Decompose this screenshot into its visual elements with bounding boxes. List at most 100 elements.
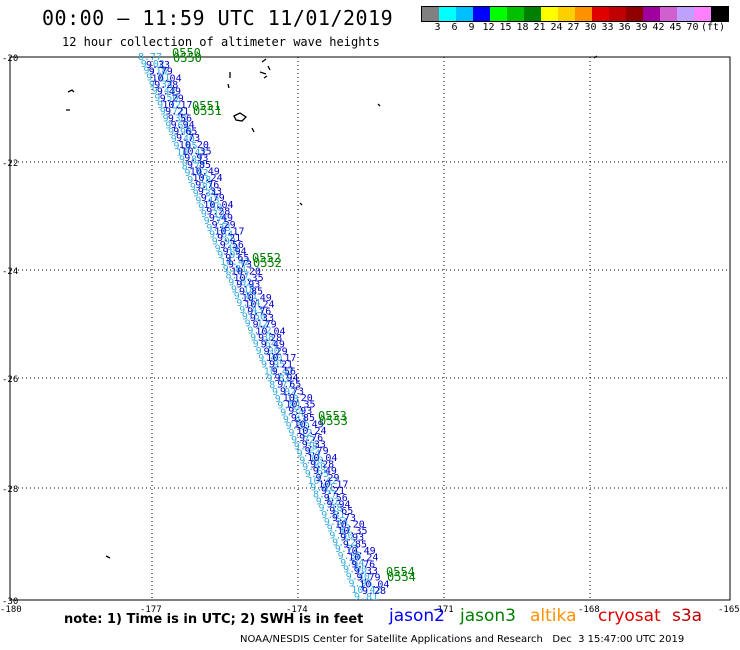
swh-value-label: 9.12 [201, 209, 225, 220]
satellite-cryosat: cryosat [598, 606, 661, 626]
pass-time-label: 0554 [386, 565, 415, 579]
swh-value-label: 9.95 [305, 469, 329, 480]
color-legend [421, 6, 729, 22]
swh-value-label: 9.28 [154, 80, 178, 91]
swh-value-label: 9.28 [310, 460, 334, 471]
swh-value-label: 10.17 [214, 227, 244, 238]
lat-tick-label: -22 [2, 159, 18, 169]
legend-swatch [456, 7, 473, 21]
legend-label: 9 [468, 22, 475, 33]
swh-value-label: 9.64 [253, 339, 277, 350]
legend-swatch [541, 7, 558, 21]
pass-time-label: 0550 [172, 46, 201, 60]
swh-value-label: 9.76 [247, 306, 271, 317]
swh-value-label: 9.79 [357, 573, 381, 584]
swh-value-label: 9.95 [261, 360, 285, 371]
map-title: 00:00 – 11:59 UTC 11/01/2019 [42, 6, 394, 30]
satellite-jason2: jason2 [389, 606, 445, 626]
legend-label: 6 [451, 22, 458, 33]
island-outline [593, 55, 598, 59]
swh-value-label: 10.24 [244, 300, 274, 311]
swh-value-label: 9.95 [349, 578, 373, 589]
swh-value-label: 9.18 [144, 66, 168, 77]
swh-value-label: 10.24 [348, 553, 378, 564]
swh-value-label: 9.76 [195, 180, 219, 191]
swh-value-label: 10.35 [337, 526, 367, 537]
swh-value-label: 9.12 [157, 100, 181, 111]
legend-label: (ft) [701, 22, 726, 33]
swh-value-label: 9.02 [228, 278, 252, 289]
island-outline [66, 89, 75, 111]
pass-time-label: 0553 [318, 409, 347, 423]
swh-value-label: 10.04 [359, 579, 389, 590]
pass-time-label-shadow: 0551 [193, 104, 222, 118]
swh-value-label: 9.95 [217, 250, 241, 261]
swh-value-label: 9.64 [209, 230, 233, 241]
swh-value-label: 9.40 [302, 462, 326, 473]
swh-value-label: 9.21 [269, 360, 293, 371]
swh-value-label: 9.73 [228, 260, 252, 271]
swh-value-label: 9.21 [217, 233, 241, 244]
swh-value-label: 10.04 [152, 73, 182, 84]
swh-value-label: 9.43 [239, 305, 263, 316]
swh-value-label: 10.04 [307, 453, 337, 464]
swh-value-label: 9.18 [275, 394, 299, 405]
swh-value-label: 10.42 [264, 366, 294, 377]
swh-value-label: 9.49 [157, 87, 181, 98]
satellite-altika: altika [530, 606, 577, 626]
swh-value-label: 9.12 [332, 537, 356, 548]
map-frame [9, 56, 731, 601]
satellite-jason3: jason3 [460, 606, 516, 626]
swh-value-label: 9.85 [187, 160, 211, 171]
track-dark-blue: 9.339.7910.049.289.499.2910.179.219.569.… [146, 60, 389, 597]
lon-tick-label: -171 [432, 605, 454, 615]
swh-value-label: 9.43 [195, 196, 219, 207]
swh-value-label: 9.79 [305, 446, 329, 457]
legend-swatch [626, 7, 643, 21]
swh-value-label: 9.90 [168, 127, 192, 138]
lon-tick-label: -168 [578, 605, 600, 615]
swh-value-label: 9.50 [242, 312, 266, 323]
swh-value-label: 10.49 [190, 167, 220, 178]
legend-swatch [592, 7, 609, 21]
swh-value-label: 10.42 [176, 148, 206, 159]
swh-value-label: 9.50 [329, 531, 353, 542]
swh-value-label: 9.72 [291, 435, 315, 446]
swh-value-label: 10.35 [234, 273, 264, 284]
swh-value-label: 9.90 [256, 346, 280, 357]
swh-value-label: 9.79 [149, 67, 173, 78]
legend-swatch [609, 7, 626, 21]
swh-value-label: 9.02 [272, 387, 296, 398]
lat-tick-label: -26 [2, 375, 18, 385]
swh-value-label: 9.18 [231, 284, 255, 295]
satellite-s3a: s3a [672, 606, 703, 626]
swh-value-label: 8.77 [138, 52, 162, 63]
swh-value-label: 9.43 [327, 524, 351, 535]
swh-value-label: 9.90 [212, 237, 236, 248]
swh-value-label: 9.28 [362, 586, 386, 597]
swh-value-label: 8.77 [182, 161, 206, 172]
swh-value-label: 9.21 [165, 107, 189, 118]
axis-labels: -180 -177 -174 -171 -168 -165 -20 -22 -24 -26 -28 -… [0, 54, 740, 615]
swh-value-label: 10.20 [179, 140, 209, 151]
swh-value-label: 9.56 [272, 366, 296, 377]
footer-note: note: 1) Time is in UTC; 2) SWH is in fe… [64, 612, 364, 627]
swh-value-label: 10.42 [351, 585, 381, 596]
swh-value-label: 8.77 [226, 271, 250, 282]
swh-value-label: 9.81 [277, 401, 301, 412]
swh-value-label: 9.65 [277, 380, 301, 391]
swh-value-label: 10.17 [162, 100, 192, 111]
map-subtitle: 12 hour collection of altimeter wave hei… [62, 35, 380, 49]
pass-time-label: 0552 [252, 251, 281, 265]
legend-label: 45 [669, 22, 682, 33]
lon-tick-label: -177 [140, 605, 162, 615]
swh-value-label: 10.49 [346, 546, 376, 557]
legend-label: 12 [482, 22, 495, 33]
swh-value-label: 10.20 [335, 519, 365, 530]
legend-label: 3 [434, 22, 441, 33]
swh-value-label: 9.94 [275, 373, 299, 384]
swh-value-label: 10.49 [294, 420, 324, 431]
swh-value-label: 9.95 [174, 141, 198, 152]
swh-value-label: 9.33 [250, 313, 274, 324]
